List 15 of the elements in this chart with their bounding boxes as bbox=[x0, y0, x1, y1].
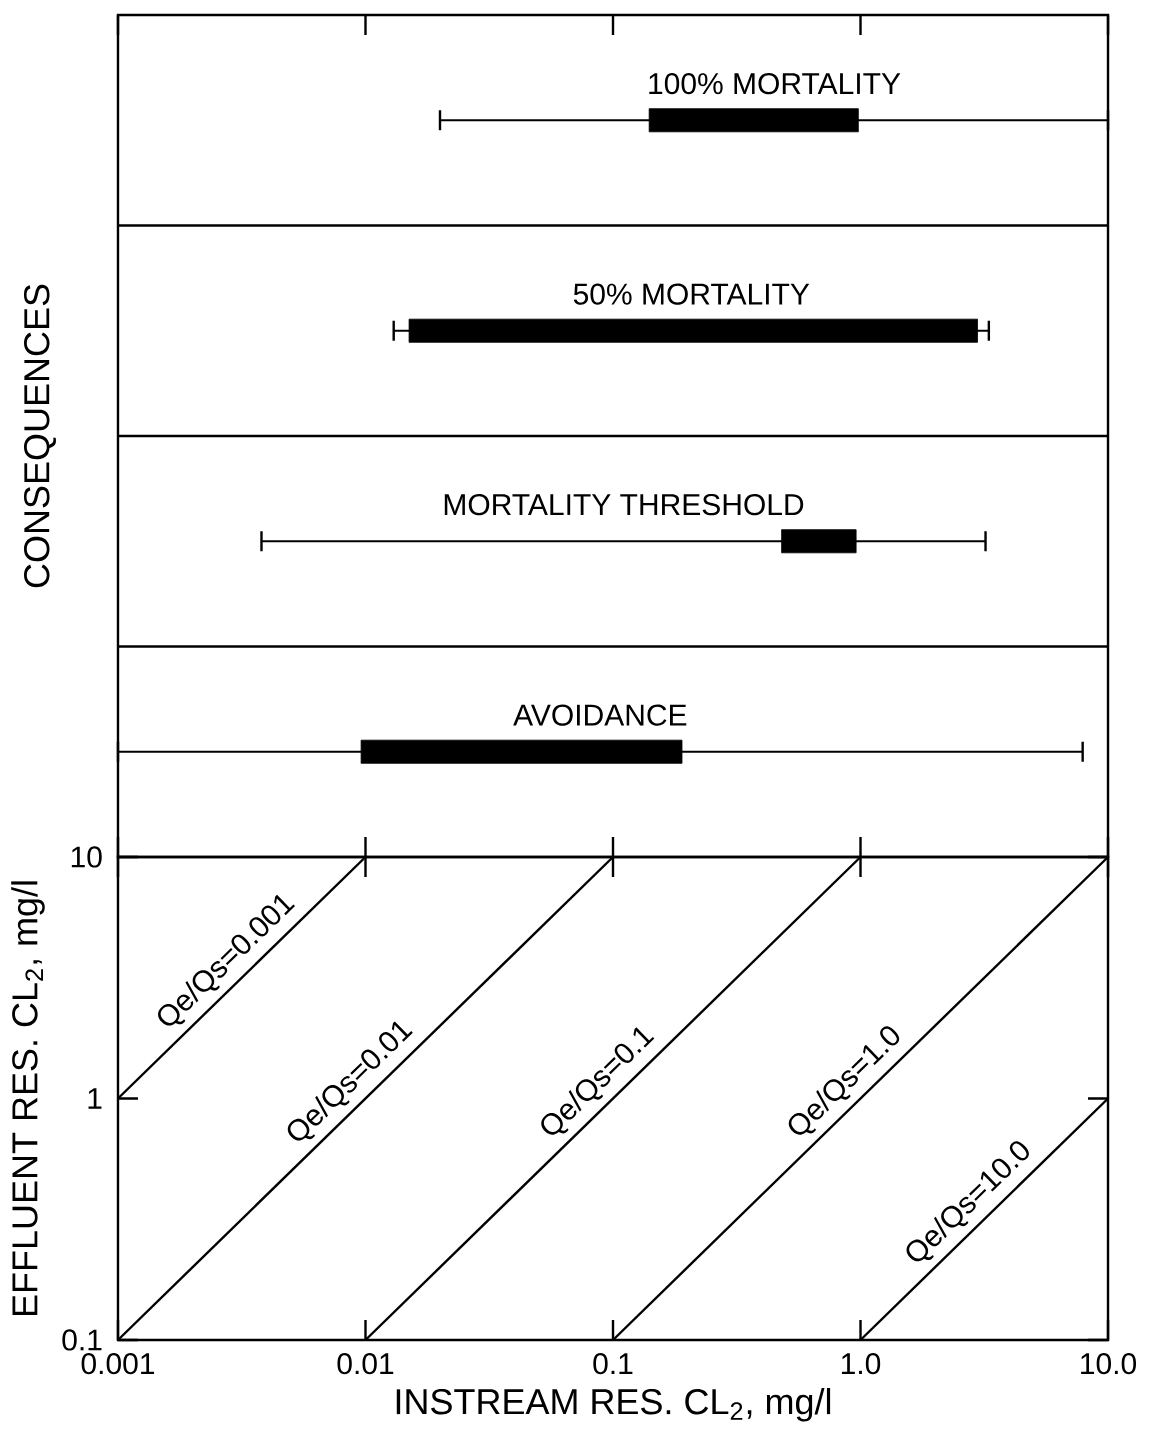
x-tick-label: 1.0 bbox=[841, 1353, 881, 1375]
y-tick-label: 10 bbox=[71, 846, 102, 868]
category-label: 50% MORTALITY bbox=[573, 283, 810, 305]
category-label: 100% MORTALITY bbox=[649, 72, 901, 95]
category-label: MORTALITY THRESHOLD bbox=[444, 493, 804, 516]
x-tick-label: 0.1 bbox=[593, 1353, 633, 1375]
y-tick-label: 0.1 bbox=[62, 1329, 102, 1351]
x-tick-label: 10.0 bbox=[1081, 1353, 1137, 1375]
y-axis-title: EFFLUENT RES. CL$_{2}$, mg/l bbox=[11, 881, 45, 1316]
x-tick-label: 0.001 bbox=[81, 1353, 155, 1375]
category-label: AVOIDANCE bbox=[513, 704, 687, 726]
y-axis-title: CONSEQUENCES bbox=[24, 284, 56, 588]
x-tick-label: 0.01 bbox=[337, 1353, 394, 1375]
y-tick-label: 1 bbox=[88, 1088, 102, 1109]
x-axis-title: INSTREAM RES. CL$_{2}$, mg/l bbox=[396, 1388, 831, 1422]
